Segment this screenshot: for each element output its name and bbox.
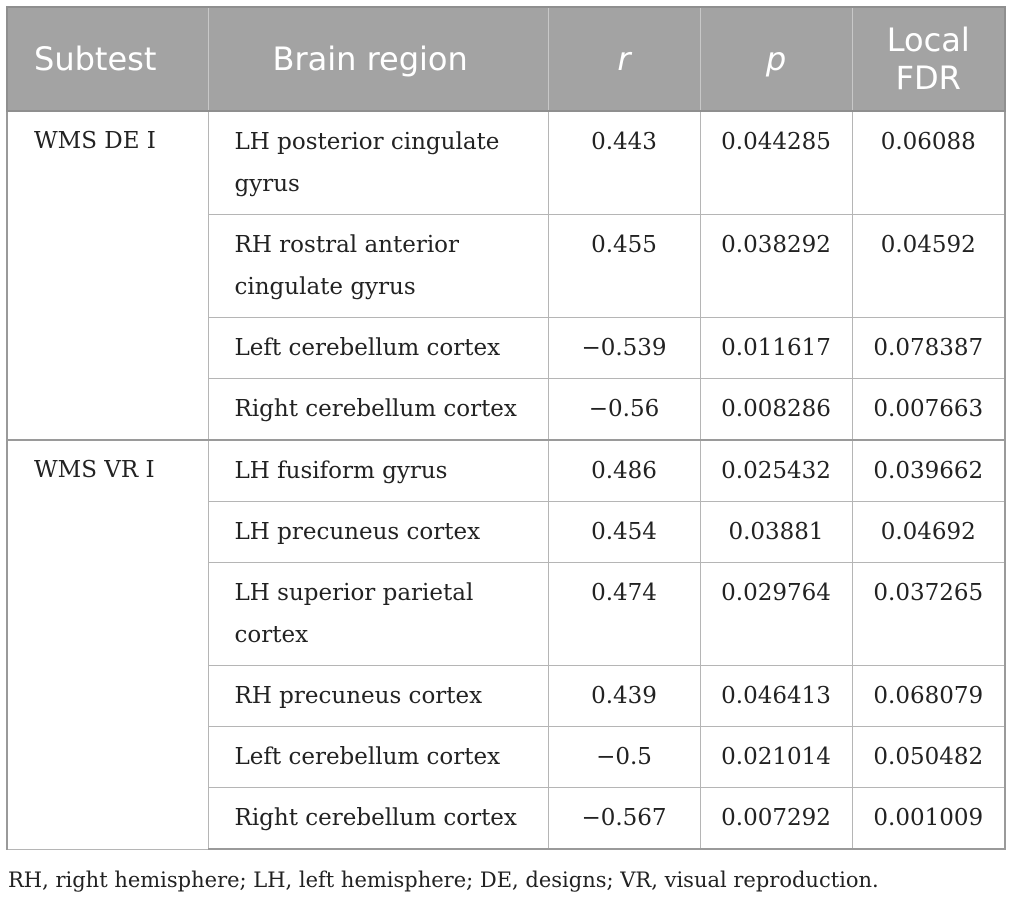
p-cell: 0.021014 <box>699 726 853 788</box>
r-cell: 0.439 <box>547 665 701 727</box>
p-cell: 0.038292 <box>699 214 853 318</box>
region-cell: LH superior parietal cortex <box>207 562 549 666</box>
region-cell: RH rostral anterior cingulate gyrus <box>207 214 549 318</box>
p-cell: 0.011617 <box>699 317 853 379</box>
region-cell: LH fusiform gyrus <box>207 439 549 502</box>
fdr-cell: 0.068079 <box>851 665 1006 727</box>
table-body: WMS DE I LH posterior cingulate gyrus 0.… <box>6 110 1006 850</box>
region-cell: Right cerebellum cortex <box>207 787 549 850</box>
table-row: WMS VR I LH fusiform gyrus 0.486 0.02543… <box>6 439 1006 850</box>
p-cell: 0.029764 <box>699 562 853 666</box>
table-header: Subtest Brain region r p Local FDR <box>6 6 1006 112</box>
r-cell: −0.567 <box>547 787 701 850</box>
r-cell: 0.455 <box>547 214 701 318</box>
header-r: r <box>547 6 701 112</box>
header-local-fdr: Local FDR <box>851 6 1006 112</box>
p-cell: 0.008286 <box>699 378 853 441</box>
fdr-cell: 0.078387 <box>851 317 1006 379</box>
fdr-cell: 0.039662 <box>851 439 1006 502</box>
table-row: LH superior parietal cortex 0.474 0.0297… <box>7 562 1006 666</box>
table-row: Left cerebellum cortex −0.5 0.021014 0.0… <box>7 726 1006 788</box>
p-cell: 0.046413 <box>699 665 853 727</box>
p-cell: 0.007292 <box>699 787 853 850</box>
p-cell: 0.044285 <box>699 110 853 215</box>
region-cell: RH precuneus cortex <box>207 665 549 727</box>
table-row: RH rostral anterior cingulate gyrus 0.45… <box>7 214 1006 318</box>
region-cell: LH posterior cingulate gyrus <box>207 110 549 215</box>
fdr-cell: 0.06088 <box>851 110 1006 215</box>
region-cell: Right cerebellum cortex <box>207 378 549 441</box>
header-p: p <box>699 6 853 112</box>
r-cell: 0.486 <box>547 439 701 502</box>
results-table-container: Subtest Brain region r p Local FDR WMS D… <box>6 6 1006 850</box>
r-cell: 0.474 <box>547 562 701 666</box>
region-cell: Left cerebellum cortex <box>207 726 549 788</box>
r-cell: 0.443 <box>547 110 701 215</box>
r-cell: −0.56 <box>547 378 701 441</box>
table-row: Left cerebellum cortex −0.539 0.011617 0… <box>7 317 1006 379</box>
region-cell: Left cerebellum cortex <box>207 317 549 379</box>
results-table: Subtest Brain region r p Local FDR WMS D… <box>6 6 1006 850</box>
r-cell: −0.539 <box>547 317 701 379</box>
fdr-cell: 0.050482 <box>851 726 1006 788</box>
table-row: Right cerebellum cortex −0.56 0.008286 0… <box>7 378 1006 441</box>
fdr-cell: 0.04692 <box>851 501 1006 563</box>
r-cell: −0.5 <box>547 726 701 788</box>
p-cell: 0.025432 <box>699 439 853 502</box>
fdr-cell: 0.001009 <box>851 787 1006 850</box>
fdr-cell: 0.037265 <box>851 562 1006 666</box>
fdr-cell: 0.04592 <box>851 214 1006 318</box>
table-row: LH precuneus cortex 0.454 0.03881 0.0469… <box>7 501 1006 563</box>
region-cell: LH precuneus cortex <box>207 501 549 563</box>
table-row: RH precuneus cortex 0.439 0.046413 0.068… <box>7 665 1006 727</box>
subtest-cell: WMS DE I <box>6 110 209 441</box>
header-subtest: Subtest <box>6 6 209 112</box>
p-cell: 0.03881 <box>699 501 853 563</box>
subtest-cell: WMS VR I <box>6 439 209 850</box>
header-row: Subtest Brain region r p Local FDR <box>6 6 1006 112</box>
table-row: Right cerebellum cortex −0.567 0.007292 … <box>7 787 1006 850</box>
fdr-cell: 0.007663 <box>851 378 1006 441</box>
table-row: WMS DE I LH posterior cingulate gyrus 0.… <box>6 110 1006 441</box>
header-brain-region: Brain region <box>207 6 549 112</box>
r-cell: 0.454 <box>547 501 701 563</box>
table-footnote: RH, right hemisphere; LH, left hemispher… <box>8 868 879 892</box>
